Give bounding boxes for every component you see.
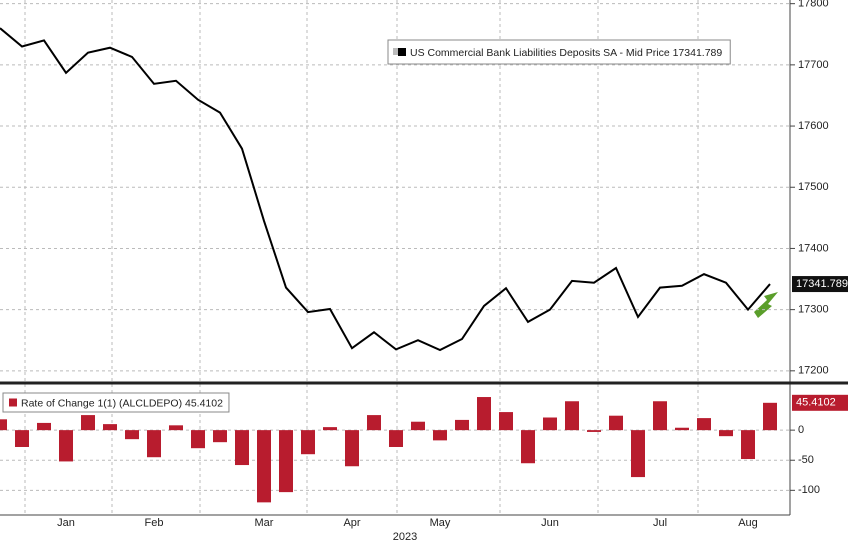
legend-label: Rate of Change 1(1) (ALCLDEPO) 45.4102 bbox=[21, 397, 223, 409]
bar bbox=[741, 430, 755, 460]
legend-swatch bbox=[9, 398, 17, 407]
x-tick-label: Jan bbox=[57, 517, 75, 529]
bar bbox=[345, 430, 359, 467]
last-value-box bbox=[792, 394, 848, 411]
legend-label: US Commercial Bank Liabilities Deposits … bbox=[410, 47, 722, 59]
bar bbox=[367, 415, 381, 431]
x-tick-label: Mar bbox=[255, 517, 274, 529]
legend-swatch-shadow bbox=[393, 48, 400, 55]
bar bbox=[675, 427, 689, 431]
line bbox=[0, 27, 771, 352]
vertical-grid bbox=[24, 0, 699, 515]
x-tick-label: Aug bbox=[738, 517, 758, 529]
x-axis-label: 2023 bbox=[393, 531, 417, 543]
bar bbox=[543, 417, 557, 431]
legend-swatch bbox=[398, 48, 406, 56]
x-tick-label: Jun bbox=[541, 517, 559, 529]
x-tick-label: Feb bbox=[145, 517, 164, 529]
bar bbox=[15, 430, 29, 447]
bar bbox=[0, 419, 7, 431]
y-tick-label: -50 bbox=[798, 454, 814, 466]
legend: Rate of Change 1(1) (ALCLDEPO) 45.4102 bbox=[2, 392, 230, 413]
bar bbox=[301, 430, 315, 455]
bar bbox=[213, 430, 227, 443]
bar bbox=[191, 430, 205, 449]
x-tick-label: Jul bbox=[653, 517, 667, 529]
bar bbox=[323, 427, 337, 431]
y-tick-label: 17500 bbox=[798, 181, 829, 193]
bar bbox=[411, 421, 425, 431]
x-tick-label: May bbox=[430, 517, 451, 529]
y-tick-label: 17200 bbox=[798, 365, 829, 377]
bar bbox=[455, 419, 469, 431]
bar bbox=[653, 401, 667, 431]
last-value-box bbox=[792, 276, 848, 293]
bar bbox=[763, 402, 777, 431]
bar bbox=[147, 430, 161, 458]
y-tick-label: 17600 bbox=[798, 120, 829, 132]
bar bbox=[719, 430, 733, 437]
bar bbox=[565, 401, 579, 431]
arrow-icon bbox=[754, 292, 778, 318]
last-value-label: 17341.789 bbox=[796, 278, 848, 290]
y-tick-label: -100 bbox=[798, 484, 820, 496]
x-tick-label: Apr bbox=[343, 517, 360, 529]
bar bbox=[499, 412, 513, 431]
bar bbox=[125, 430, 139, 440]
bar bbox=[697, 418, 711, 431]
y-tick-label: 17800 bbox=[798, 0, 829, 10]
bar bbox=[609, 415, 623, 431]
bar bbox=[103, 424, 117, 431]
y-tick-label: 17700 bbox=[798, 59, 829, 71]
last-value-label: 45.4102 bbox=[796, 397, 836, 409]
y-tick-label: 17400 bbox=[798, 242, 829, 254]
bar bbox=[631, 430, 645, 478]
bar bbox=[477, 397, 491, 431]
bar bbox=[257, 430, 271, 503]
bar bbox=[235, 430, 249, 466]
bar bbox=[433, 430, 447, 441]
y-tick-label: 0 bbox=[798, 424, 804, 436]
bar bbox=[587, 430, 601, 432]
bar bbox=[81, 415, 95, 431]
y-tick-label: 17300 bbox=[798, 304, 829, 316]
bar bbox=[169, 425, 183, 431]
bar bbox=[389, 430, 403, 447]
legend-box bbox=[387, 39, 731, 65]
bar bbox=[279, 430, 293, 493]
bar bbox=[521, 430, 535, 464]
legend-box bbox=[2, 392, 230, 413]
bar bbox=[59, 430, 73, 462]
legend: US Commercial Bank Liabilities Deposits … bbox=[387, 39, 731, 65]
bar bbox=[37, 422, 51, 431]
